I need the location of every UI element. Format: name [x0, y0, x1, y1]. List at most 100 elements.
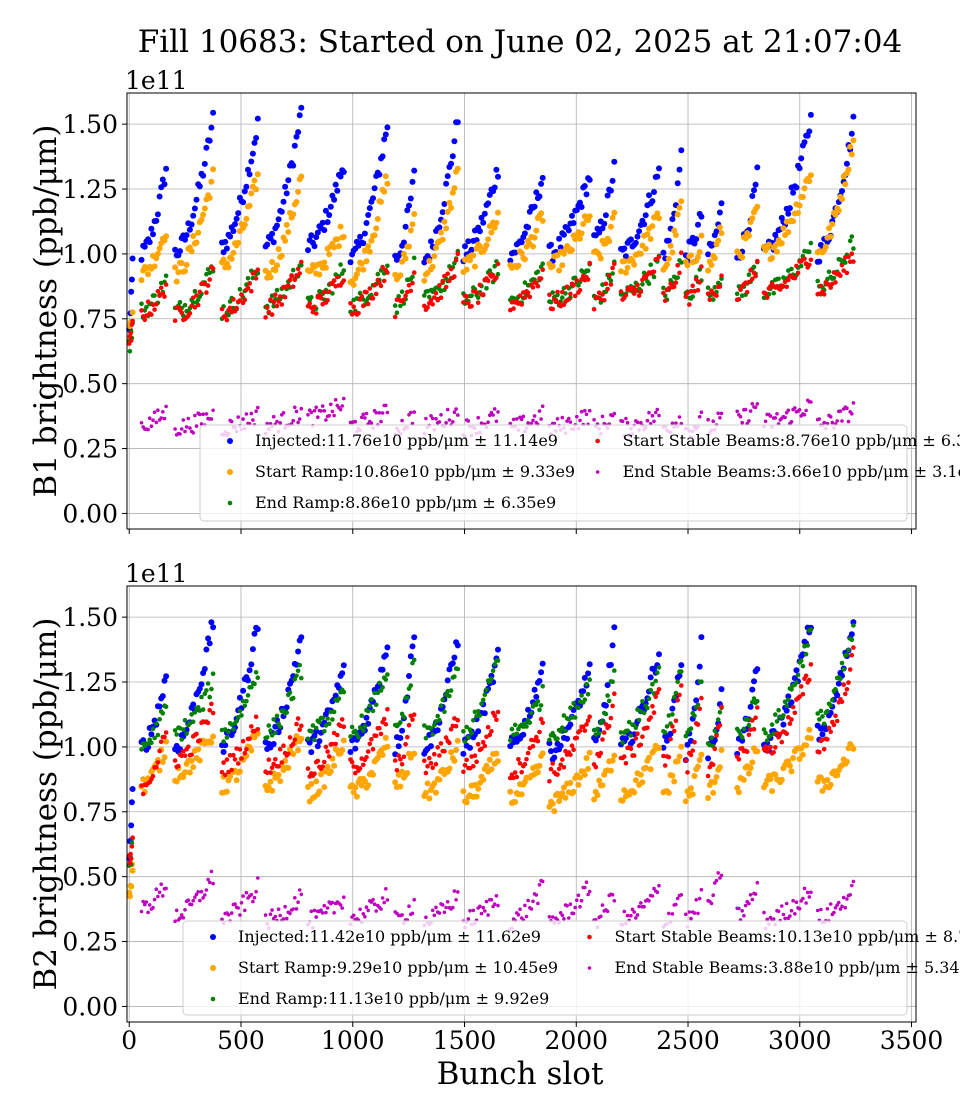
data-point — [568, 752, 573, 757]
data-point — [793, 406, 797, 410]
data-point — [342, 396, 346, 401]
data-point — [273, 730, 278, 736]
data-point — [249, 288, 254, 294]
b1-legend-label: End Ramp:8.86e10 ppb/μm ± 6.35e9 — [255, 493, 556, 512]
data-point — [581, 183, 588, 189]
data-point — [772, 771, 779, 778]
data-point — [646, 696, 652, 701]
data-point — [290, 267, 296, 273]
data-point — [306, 739, 313, 746]
data-point — [283, 704, 290, 711]
b2-y-tick-label: 0.25 — [62, 928, 118, 957]
data-point — [707, 297, 713, 303]
b2-x-tick-label: 3500 — [880, 1026, 944, 1055]
data-point — [762, 910, 766, 915]
data-point — [269, 787, 276, 794]
b2-brightness-panel: 0 500 1000 1500 2000 2500 3000 3500 0.000.250.5… — [28, 559, 960, 1055]
data-point — [777, 731, 783, 737]
data-point — [275, 246, 282, 253]
data-point — [517, 293, 523, 298]
data-point — [430, 302, 436, 307]
data-point — [783, 415, 787, 420]
data-point — [719, 704, 724, 710]
data-point — [449, 660, 456, 667]
data-point — [331, 762, 338, 769]
data-point — [519, 769, 524, 775]
data-point — [486, 913, 490, 917]
data-point — [548, 766, 554, 772]
data-point — [314, 743, 321, 750]
data-point — [327, 768, 334, 775]
data-point — [689, 916, 693, 921]
data-point — [332, 413, 336, 418]
data-point — [698, 634, 705, 641]
data-point — [431, 253, 438, 260]
data-point — [551, 754, 558, 761]
data-point — [463, 266, 470, 273]
data-point — [670, 421, 675, 426]
data-point — [204, 412, 209, 416]
data-point — [662, 298, 668, 304]
data-point — [206, 194, 213, 201]
data-point — [801, 896, 805, 901]
data-point — [299, 723, 304, 729]
data-point — [189, 902, 194, 907]
data-point — [264, 735, 270, 740]
data-point — [718, 416, 722, 420]
data-point — [602, 212, 609, 219]
data-point — [593, 764, 599, 770]
data-point — [227, 305, 233, 311]
data-point — [192, 710, 198, 715]
data-point — [291, 142, 298, 149]
data-point — [313, 725, 319, 731]
data-point — [374, 909, 379, 913]
data-point — [833, 713, 838, 718]
data-point — [190, 212, 197, 219]
data-point — [650, 894, 655, 898]
data-point — [850, 412, 854, 416]
data-point — [395, 743, 402, 750]
data-point — [211, 408, 215, 413]
data-point — [695, 221, 701, 228]
data-point — [648, 262, 653, 268]
data-point — [656, 165, 662, 172]
data-point — [331, 196, 338, 203]
data-point — [712, 746, 718, 752]
data-point — [784, 284, 789, 290]
data-point — [712, 285, 718, 290]
data-point — [569, 247, 575, 254]
data-point — [769, 255, 776, 261]
data-point — [385, 672, 390, 677]
data-point — [219, 306, 225, 312]
data-point — [198, 412, 202, 417]
data-point — [374, 216, 381, 222]
data-point — [715, 237, 722, 244]
data-point — [412, 897, 417, 902]
data-point — [539, 660, 546, 667]
data-point — [186, 898, 191, 902]
data-point — [146, 427, 150, 432]
data-point — [763, 291, 768, 296]
data-point — [789, 908, 794, 913]
data-point — [693, 697, 700, 704]
data-point — [409, 221, 416, 228]
data-point — [518, 239, 525, 246]
data-point — [803, 742, 810, 749]
data-point — [560, 415, 565, 420]
data-point — [239, 292, 244, 297]
data-point — [144, 304, 149, 310]
b1-y-tick-label: 1.50 — [62, 110, 118, 139]
data-point — [333, 398, 338, 402]
data-point — [432, 751, 437, 757]
data-point — [363, 914, 367, 919]
data-point — [475, 741, 481, 747]
data-point — [514, 731, 520, 737]
data-point — [697, 896, 702, 901]
data-point — [448, 160, 455, 167]
data-point — [661, 285, 666, 291]
data-point — [529, 907, 534, 911]
data-point — [647, 410, 651, 415]
data-point — [769, 788, 776, 795]
data-point — [357, 233, 364, 240]
data-point — [847, 143, 854, 150]
